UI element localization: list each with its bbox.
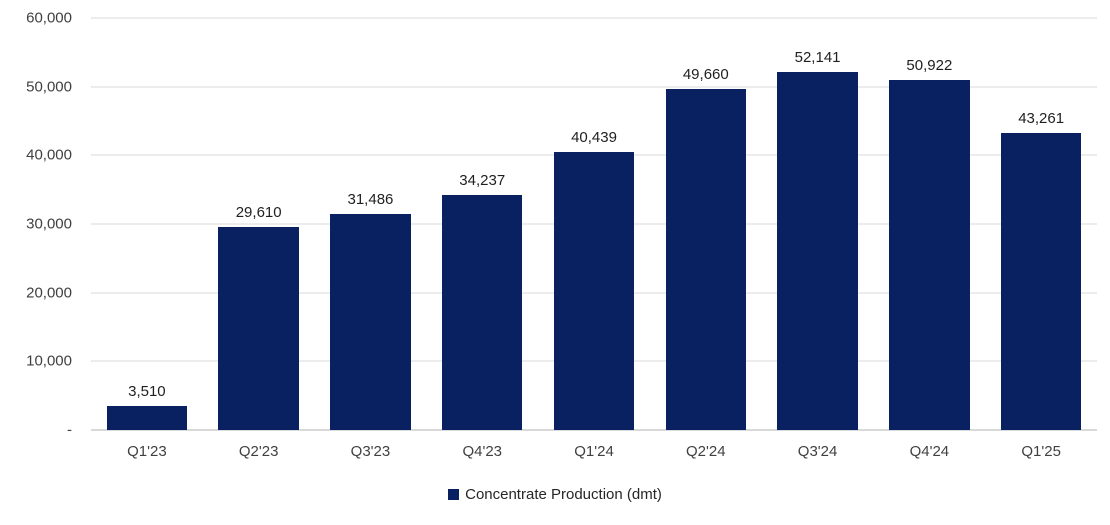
y-axis-tick-label: 50,000: [26, 78, 72, 96]
bar: [218, 226, 299, 430]
bar: [553, 152, 635, 430]
legend-label: Concentrate Production (dmt): [465, 485, 662, 503]
bar: [777, 71, 858, 430]
bar-category: 31,486: [315, 18, 427, 430]
x-axis-tick-label: Q3'24: [797, 443, 838, 460]
y-axis-tick-label: 40,000: [26, 146, 72, 164]
y-axis-tick-label: 10,000: [26, 352, 72, 370]
bar-category: 49,660: [650, 18, 762, 430]
bar-data-label: 3,510: [128, 382, 166, 400]
x-axis-tick-label: Q2'24: [686, 443, 726, 460]
x-axis-tick-label: Q1'25: [1021, 443, 1061, 460]
bar-data-label: 34,237: [459, 171, 506, 189]
y-axis-tick-label: 20,000: [26, 284, 72, 302]
bar-category: 50,922: [873, 18, 985, 430]
bars-row: 3,510 29,610 31,486 34,237 40,439 49,660 52,14…: [91, 18, 1097, 430]
bar-data-label: 50,922: [906, 57, 953, 75]
bar-data-label: 52,141: [794, 48, 841, 66]
bar-data-label: 29,610: [235, 203, 282, 221]
gridline: [91, 86, 1097, 88]
bar: [1000, 132, 1082, 430]
y-axis-tick-label: 60,000: [26, 9, 72, 27]
x-axis-tick-label: Q2'23: [238, 443, 279, 460]
bar-data-label: 31,486: [347, 190, 394, 208]
bar: [442, 194, 523, 430]
bar-category: 29,610: [203, 18, 315, 430]
bar: [665, 89, 747, 430]
bar-category: 52,141: [762, 18, 874, 430]
x-axis-tick-label: Q4'24: [909, 443, 950, 460]
bar-category: 3,510: [91, 18, 203, 430]
bar-category: 40,439: [538, 18, 650, 430]
gridline: [91, 17, 1097, 19]
bar: [106, 405, 188, 430]
legend-marker-icon: [448, 488, 460, 500]
bar-data-label: 43,261: [1018, 109, 1065, 127]
y-axis-tick-label: -: [67, 421, 72, 439]
bar-data-label: 49,660: [682, 66, 729, 84]
x-axis-tick-label: Q1'24: [574, 443, 614, 460]
bar-category: 43,261: [985, 18, 1097, 430]
x-axis-tick-label: Q4'23: [462, 443, 503, 460]
x-axis-tick-label: Q3'23: [350, 443, 391, 460]
x-axis: Q1'23 Q2'23 Q3'23 Q4'23 Q1'24 Q2'24 Q3'24 Q4'24…: [91, 441, 1097, 463]
bar: [330, 213, 411, 430]
y-axis-tick-label: 30,000: [26, 215, 72, 233]
x-axis-line: [91, 429, 1097, 431]
legend: Concentrate Production (dmt): [0, 484, 1110, 504]
x-axis-tick-label: Q1'23: [127, 443, 167, 460]
bar: [889, 80, 970, 430]
bar-data-label: 40,439: [571, 129, 617, 147]
bar-category: 34,237: [426, 18, 538, 430]
plot-area: 60,000 50,000 40,000 30,000 20,000 10,000 - 3,…: [26, 11, 1097, 438]
